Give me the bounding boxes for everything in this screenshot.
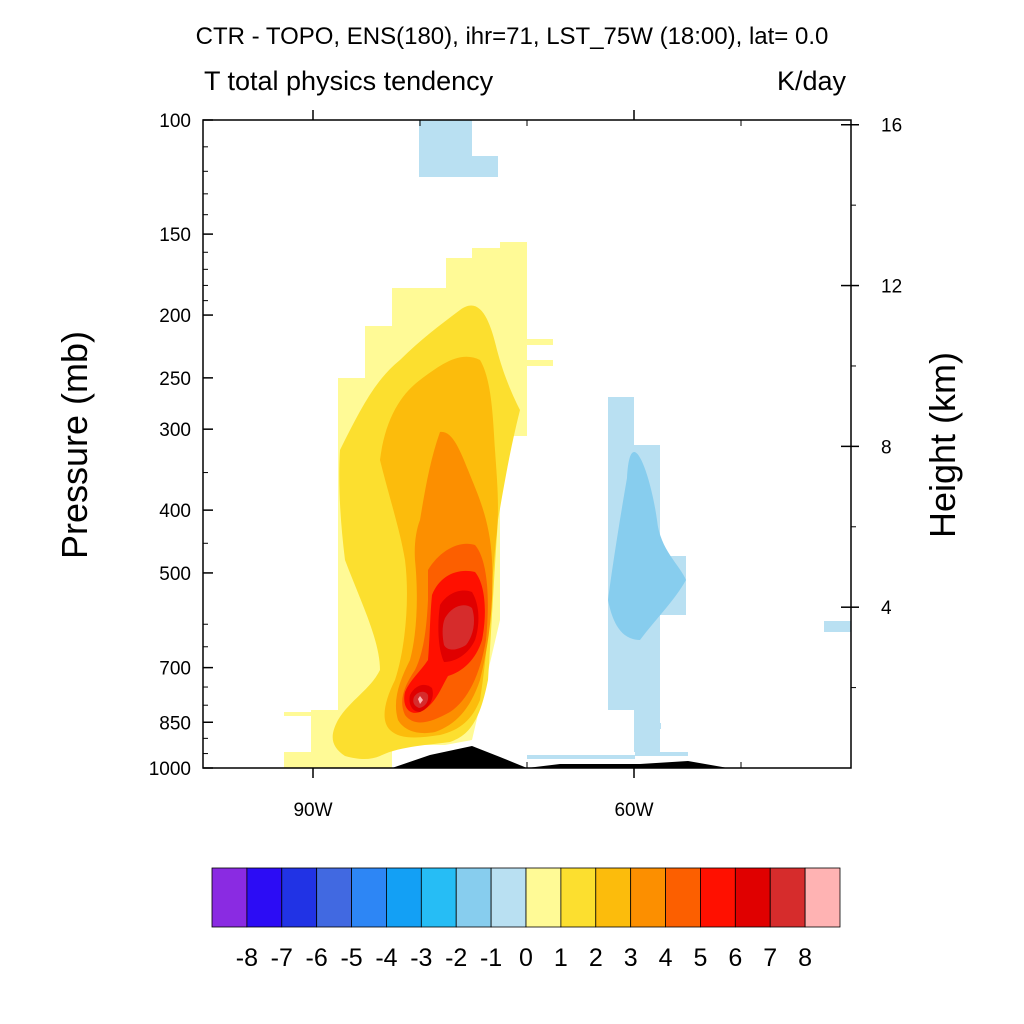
field-negative-east <box>824 621 851 632</box>
y-tick-label-left: 100 <box>159 111 191 132</box>
colorbar: -8 -7 -6 -5 -4 -3 -2 -1 0 1 2 3 4 5 6 7 8 <box>211 867 841 972</box>
y-axis-pressure: 100 150 200 250 300 400 500 700 850 1000 <box>149 111 213 780</box>
field-warming-8 <box>442 605 474 650</box>
colorbar-swatch <box>420 867 457 928</box>
chart-title: CTR - TOPO, ENS(180), ihr=71, LST_75W (1… <box>195 23 829 50</box>
colorbar-label: -1 <box>480 944 502 972</box>
colorbar-label: 6 <box>728 944 742 972</box>
colorbar-label: -4 <box>375 944 397 972</box>
y-tick-label-left: 300 <box>159 420 191 441</box>
colorbar-label: 0 <box>519 944 533 972</box>
field-warming-9 <box>418 696 423 704</box>
field-negative-patch <box>634 723 661 729</box>
plot-frame <box>202 119 852 769</box>
colorbar-swatch <box>455 867 492 928</box>
colorbar-label: -7 <box>271 944 293 972</box>
colorbar-swatch <box>595 867 632 928</box>
colorbar-swatch <box>700 867 736 928</box>
colorbar-label: 1 <box>554 944 568 972</box>
y-tick-label-right: 16 <box>881 116 902 137</box>
field-warming-fringe-1 <box>284 712 311 716</box>
terrain-east <box>527 761 728 768</box>
colorbar-swatch <box>804 867 841 928</box>
colorbar-swatch <box>281 867 318 928</box>
colorbar-label: -8 <box>236 944 258 972</box>
y-tick-label-right: 8 <box>881 437 892 458</box>
colorbar-swatch <box>386 867 422 928</box>
colorbar-label: -3 <box>410 944 432 972</box>
colorbar-swatch <box>734 867 771 928</box>
colorbar-label: 4 <box>659 944 673 972</box>
colorbar-swatch <box>665 867 701 928</box>
contour-fields <box>284 120 851 768</box>
x-tick-label: 90W <box>293 800 332 821</box>
colorbar-label: 2 <box>589 944 603 972</box>
x-axis: 90W 60W <box>293 110 742 821</box>
colorbar-swatch <box>769 867 806 928</box>
colorbar-label: -5 <box>340 944 362 972</box>
colorbar-swatch <box>560 867 597 928</box>
colorbar-swatch <box>246 867 283 928</box>
y-tick-label-left: 400 <box>159 501 191 522</box>
colorbar-swatch <box>316 867 352 928</box>
colorbar-label: 5 <box>693 944 707 972</box>
x-tick-label: 60W <box>614 800 653 821</box>
colorbar-swatch <box>211 867 248 928</box>
y-tick-label-left: 250 <box>159 369 191 390</box>
y-axis-height: 16 12 8 4 <box>841 116 902 689</box>
colorbar-swatch <box>490 867 527 928</box>
y-tick-label-right: 4 <box>881 598 892 619</box>
chart-subtitle-variable: T total physics tendency <box>204 66 494 96</box>
y-tick-label-left: 1000 <box>149 759 191 780</box>
y-tick-label-left: 850 <box>159 713 191 734</box>
field-negative-core <box>608 451 686 640</box>
field-negative-upper <box>419 120 498 177</box>
y-tick-label-left: 500 <box>159 564 191 585</box>
field-negative-surface-1 <box>527 755 635 759</box>
colorbar-swatch <box>630 867 666 928</box>
field-warming-fringe-3 <box>500 360 553 366</box>
colorbar-label: -2 <box>445 944 467 972</box>
colorbar-label: -6 <box>306 944 328 972</box>
colorbar-swatch <box>351 867 387 928</box>
colorbar-label: 8 <box>798 944 812 972</box>
y-tick-label-right: 12 <box>881 277 902 298</box>
field-negative-surface-2 <box>635 752 688 756</box>
terrain <box>392 746 527 768</box>
field-warming-fringe-2 <box>500 339 553 345</box>
y-tick-label-left: 200 <box>159 306 191 327</box>
colorbar-label: 3 <box>624 944 638 972</box>
colorbar-swatch <box>525 867 562 928</box>
chart-subtitle-units: K/day <box>777 66 847 96</box>
y-tick-label-left: 150 <box>159 225 191 246</box>
colorbar-label: 7 <box>763 944 777 972</box>
y-tick-label-left: 700 <box>159 659 191 680</box>
